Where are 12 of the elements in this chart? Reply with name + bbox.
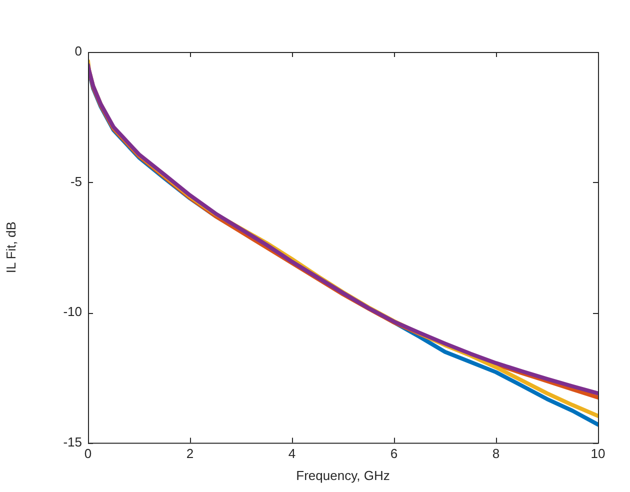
- x-tick-label: 8: [492, 446, 500, 462]
- y-tick-label: -10: [63, 304, 82, 320]
- x-tick-label: 6: [390, 446, 398, 462]
- x-tick-label: 10: [590, 446, 606, 462]
- y-axis-title: IL Fit, dB: [3, 222, 18, 274]
- y-tick-label: -15: [63, 434, 82, 450]
- x-tick-label: 0: [84, 446, 92, 462]
- x-tick-label: 2: [186, 446, 194, 462]
- y-tick-label: -5: [70, 174, 82, 189]
- y-tick-label: 0: [74, 44, 82, 59]
- x-axis-title: Frequency, GHz: [296, 468, 390, 483]
- x-tick-label: 4: [288, 446, 296, 462]
